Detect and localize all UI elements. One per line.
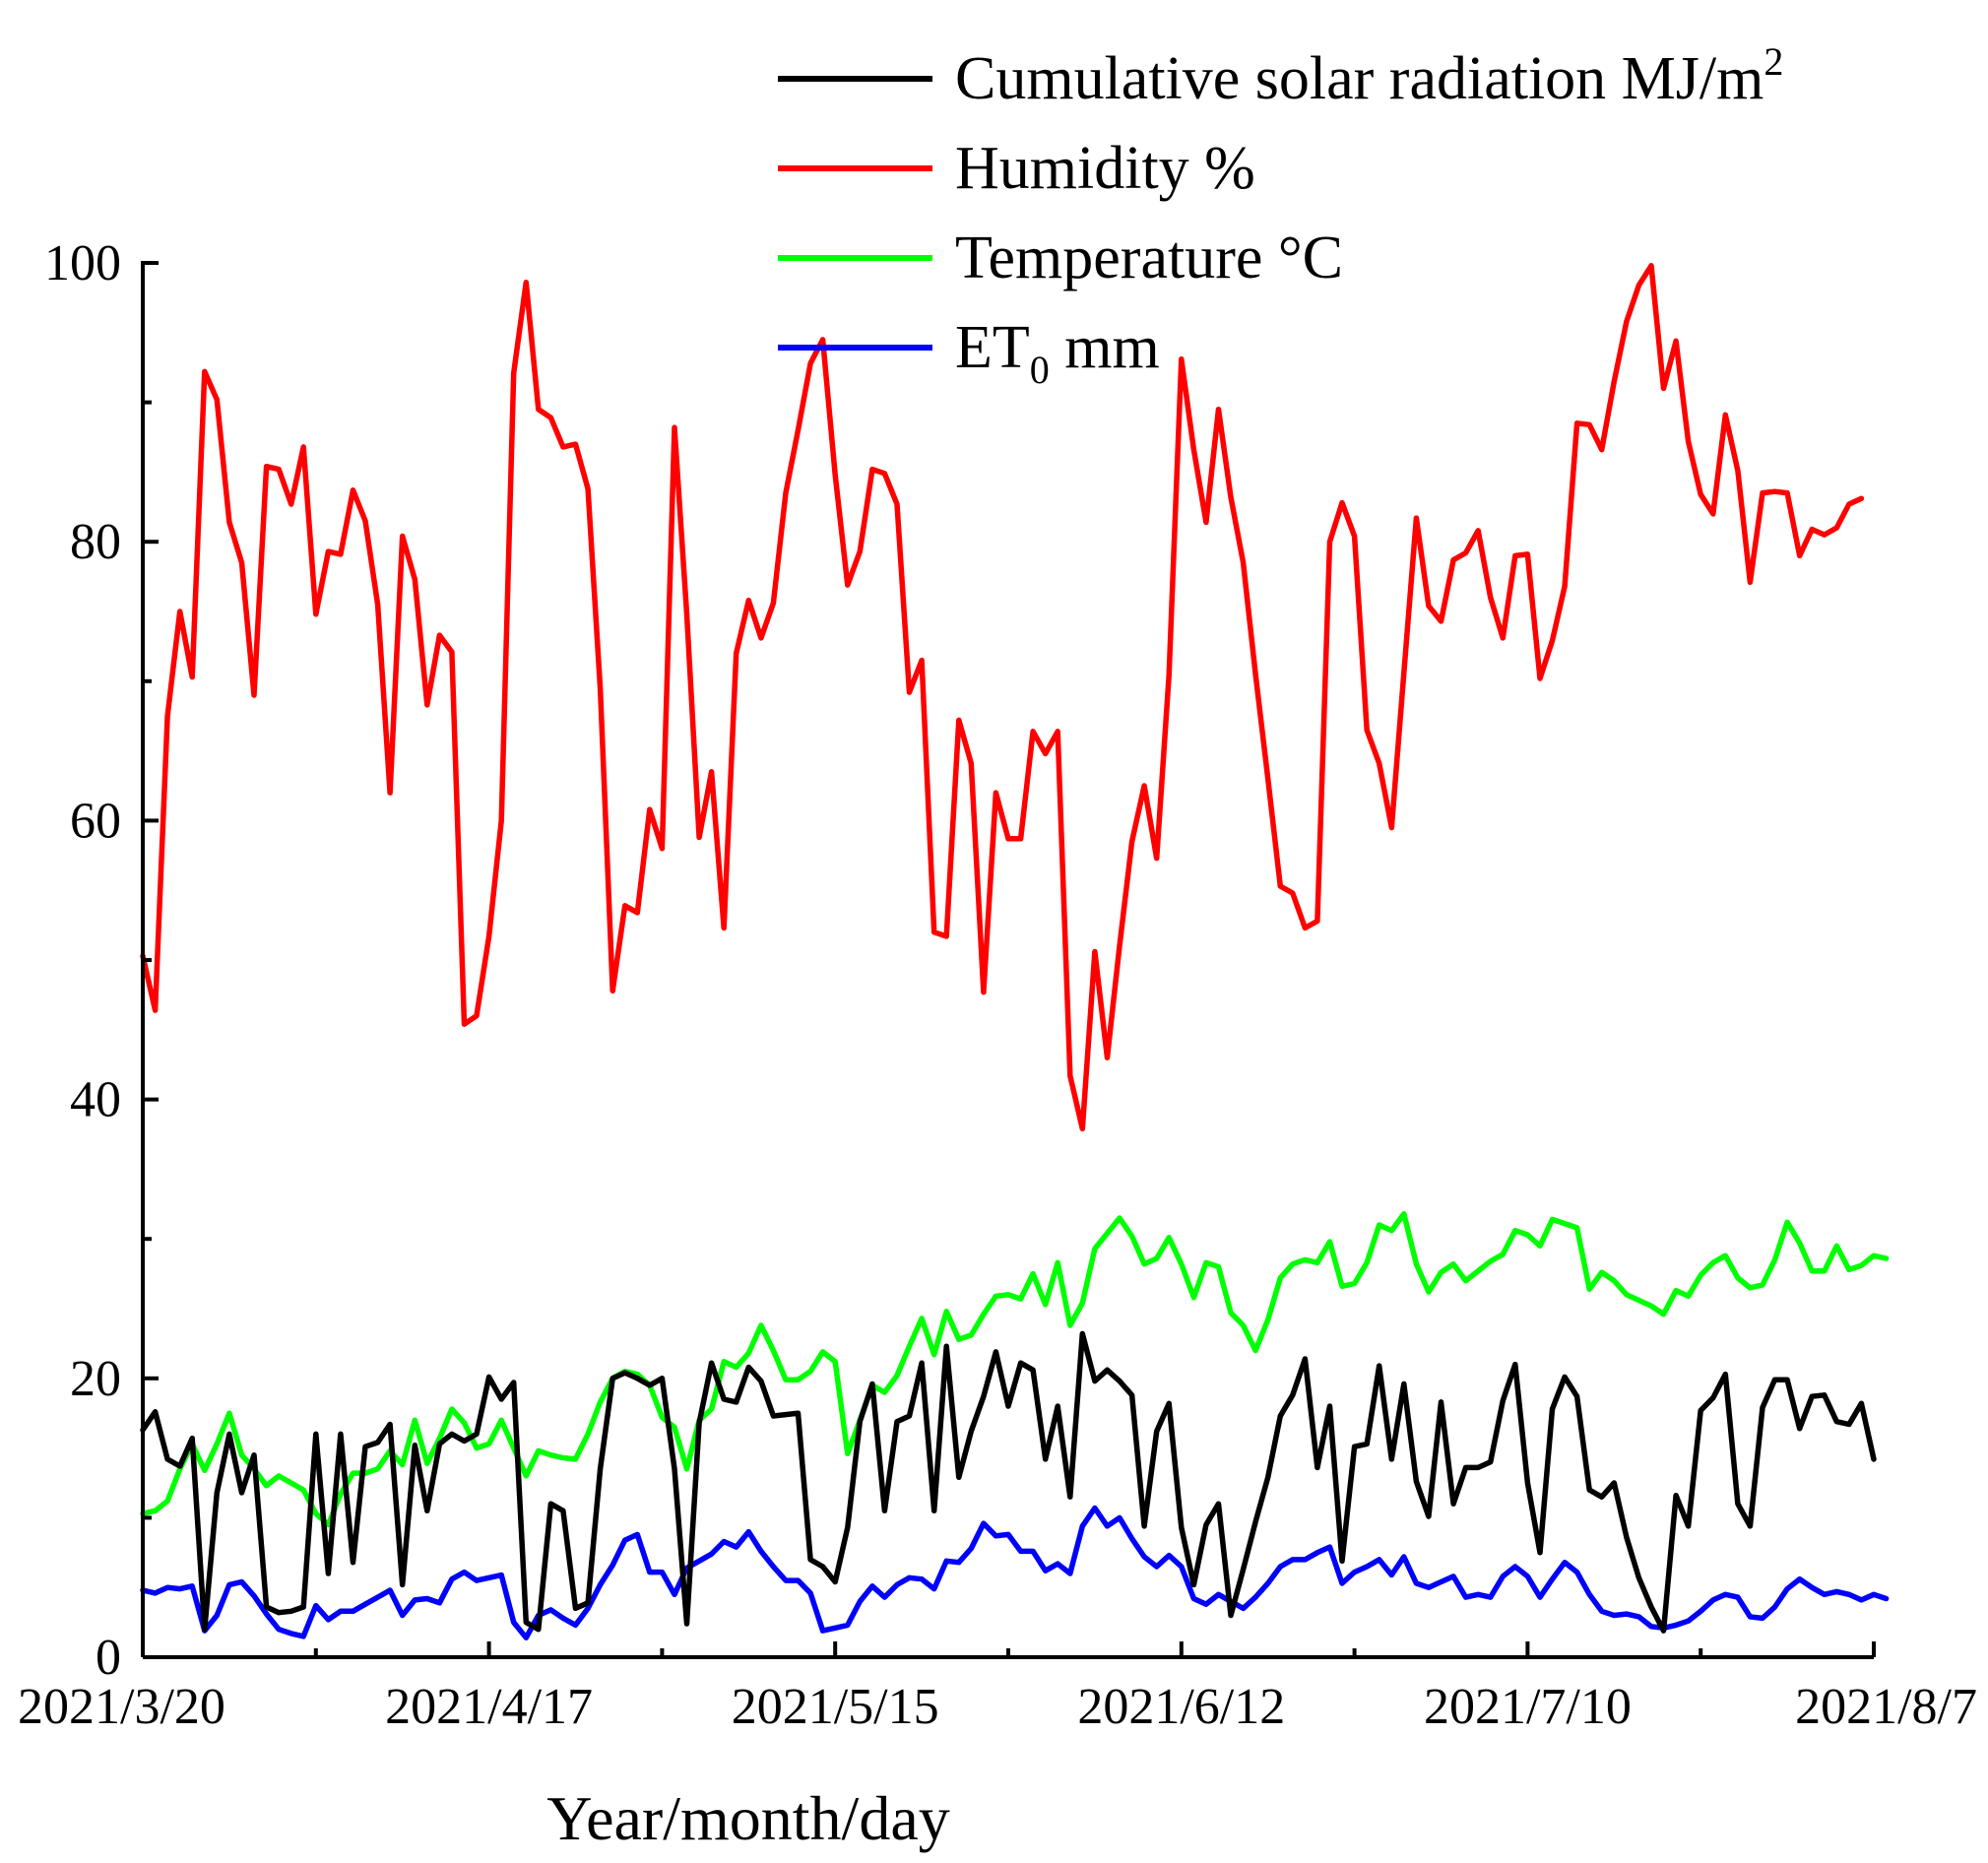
y-tick-label: 100 (44, 235, 121, 291)
x-tick-label: 2021/6/12 (1077, 1679, 1285, 1735)
series-line-2 (140, 1210, 1890, 1528)
series-line-0 (140, 1330, 1877, 1634)
x-tick-label: 2021/5/15 (732, 1679, 939, 1735)
y-tick-label: 40 (70, 1072, 121, 1128)
ticks: 0 20 40 60 80 100 2021/3/20 2021/4/17 2021/5/15 2… (18, 235, 1977, 1735)
x-tick-label: 2021/7/10 (1424, 1679, 1632, 1735)
series-line-3 (140, 1505, 1890, 1640)
y-tick-label: 20 (70, 1351, 121, 1407)
legend-label: Cumulative solar radiation MJ/m2 (955, 39, 1783, 112)
legend-label: Temperature °C (955, 225, 1343, 291)
x-tick-label: 2021/4/17 (385, 1679, 593, 1735)
series-layer (140, 263, 1890, 1640)
y-tick-label: 80 (70, 514, 121, 570)
legend-label: ET0 mm (955, 314, 1160, 392)
legend: Cumulative solar radiation MJ/m2 Humidity… (778, 39, 1783, 392)
series-line-1 (140, 263, 1865, 1132)
y-tick-label: 0 (96, 1630, 121, 1686)
legend-label: Humidity % (955, 135, 1255, 202)
x-tick-label: 2021/8/7 (1795, 1679, 1977, 1735)
y-tick-label: 60 (70, 793, 121, 849)
x-tick-label: 2021/3/20 (18, 1679, 225, 1735)
x-axis-title: Year/month/day (546, 1783, 949, 1853)
axes (141, 261, 1874, 1659)
